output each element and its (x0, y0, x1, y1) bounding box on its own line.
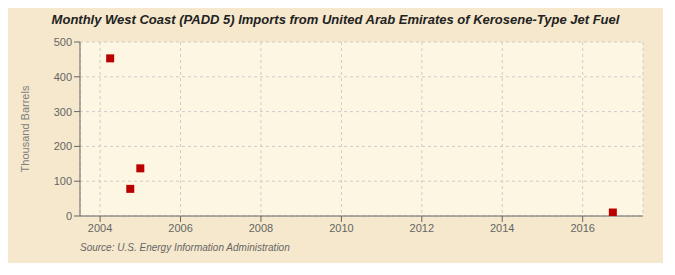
svg-text:500: 500 (54, 36, 72, 48)
svg-text:0: 0 (66, 210, 72, 222)
html-text:Monthly West Coast (PADD 5) Im: Monthly West Coast (PADD 5) Imports from… (51, 12, 620, 27)
svg-text:200: 200 (54, 140, 72, 152)
svg-text:2006: 2006 (168, 222, 192, 234)
svg-text:400: 400 (54, 71, 72, 83)
svg-text:2008: 2008 (249, 222, 273, 234)
svg-text:2012: 2012 (410, 222, 434, 234)
svg-text:2016: 2016 (570, 222, 594, 234)
svg-text:2010: 2010 (329, 222, 353, 234)
svg-text:2014: 2014 (490, 222, 514, 234)
svg-text:Thousand Barrels: Thousand Barrels (19, 85, 31, 172)
svg-text:100: 100 (54, 175, 72, 187)
html-text:Source: U.S. Energy Informatio: Source: U.S. Energy Information Administ… (80, 242, 290, 253)
svg-text:300: 300 (54, 106, 72, 118)
svg-text:2004: 2004 (88, 222, 112, 234)
